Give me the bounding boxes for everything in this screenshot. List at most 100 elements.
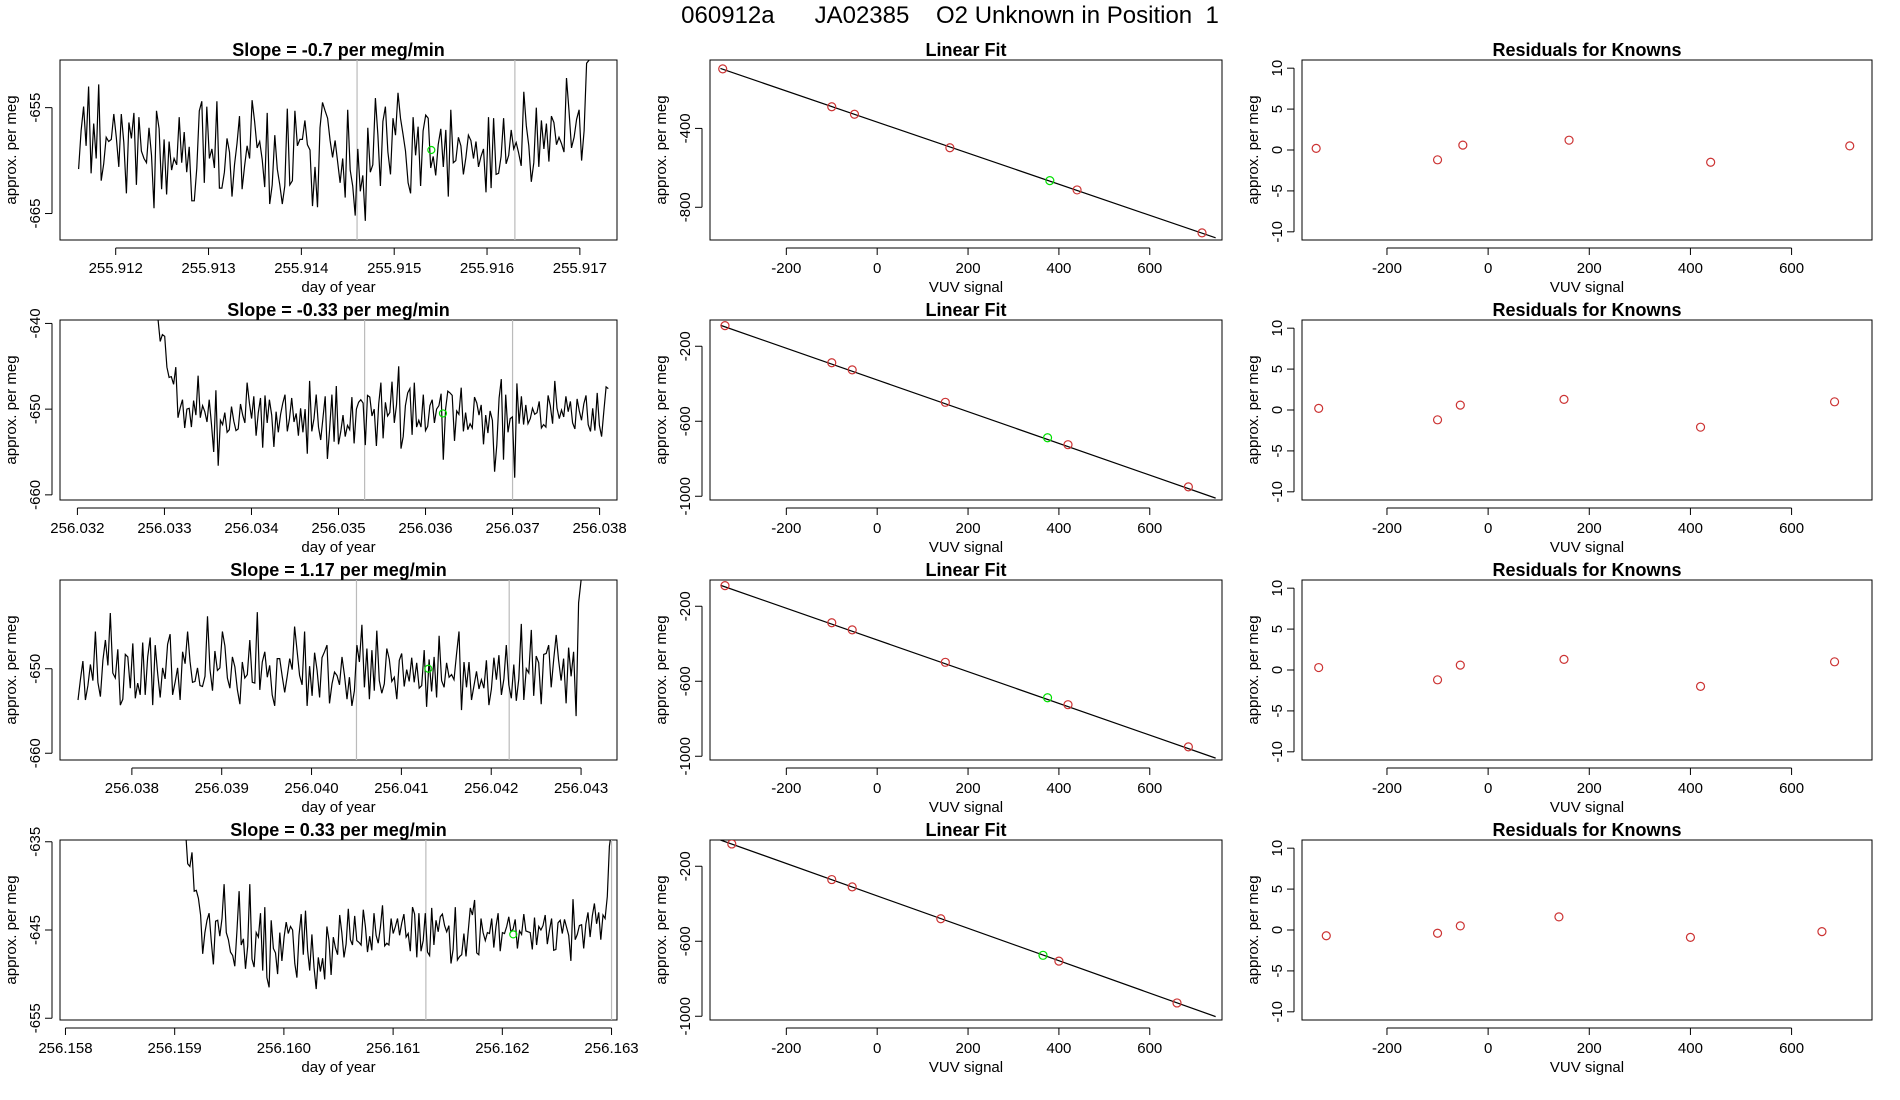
y-tick-label: -200: [677, 591, 694, 621]
x-tick-label: 400: [1678, 520, 1703, 537]
data-point: [827, 358, 837, 368]
x-tick-label: 400: [1046, 780, 1071, 797]
x-axis: -200 0 200 400 600 VUV signal: [1372, 247, 1804, 296]
plot-area: [77, 580, 582, 760]
data-point: [827, 618, 837, 628]
y-tick-label: -645: [27, 915, 44, 945]
x-tick-label: -200: [771, 1040, 801, 1057]
fit-line: [720, 67, 1216, 239]
panel-title: Residuals for Knowns: [1492, 40, 1681, 60]
y-axis-label: approx. per meg: [653, 355, 670, 464]
series-line: [78, 60, 590, 221]
y-tick-label: -200: [677, 331, 694, 361]
data-point: [1063, 440, 1073, 450]
data-point: [1321, 931, 1331, 941]
y-axis: -665 -655 approx. per meg: [3, 93, 53, 229]
data-point: [1183, 742, 1193, 752]
panel-title: Residuals for Knowns: [1492, 300, 1681, 320]
y-tick-label: -200: [677, 851, 694, 881]
x-tick-label: 0: [873, 780, 881, 797]
plot-frame: [709, 59, 1223, 241]
y-tick-label: 10: [1269, 320, 1286, 337]
data-point: [847, 882, 857, 892]
y-tick-label: -400: [677, 113, 694, 143]
data-point: [1845, 141, 1855, 151]
series-line: [77, 580, 582, 717]
x-tick-label: -200: [1372, 260, 1402, 277]
x-tick-label: 256.032: [50, 520, 104, 537]
y-tick-label: -600: [677, 666, 694, 696]
x-tick-label: 256.037: [485, 520, 539, 537]
x-tick-label: 200: [1577, 780, 1602, 797]
x-tick-label: 256.036: [398, 520, 452, 537]
y-axis-label: approx. per meg: [653, 875, 670, 984]
data-point: [940, 657, 950, 667]
x-tick-label: 600: [1779, 520, 1804, 537]
y-tick-label: -1000: [677, 737, 694, 775]
y-axis-label: approx. per meg: [1245, 95, 1262, 204]
x-tick-label: 0: [1484, 780, 1492, 797]
y-axis-label: approx. per meg: [1245, 355, 1262, 464]
y-axis-label: approx. per meg: [1245, 875, 1262, 984]
data-point: [1564, 135, 1574, 145]
x-tick-label: 200: [956, 260, 981, 277]
plot-area: [1314, 654, 1840, 691]
y-axis-label: approx. per meg: [3, 615, 20, 724]
x-tick-label: 200: [1577, 520, 1602, 537]
panel-3-3: Residuals for Knowns -200 0 200 400 600 VUV si…: [1245, 560, 1873, 816]
data-point: [1063, 700, 1073, 710]
x-axis: 256.032 256.033 256.034 256.035 256.036 256.0…: [50, 507, 627, 556]
x-tick-label: 400: [1678, 1040, 1703, 1057]
data-point: [1458, 140, 1468, 150]
x-tick-label: 0: [873, 260, 881, 277]
data-point: [1829, 397, 1840, 407]
x-tick-label: 256.038: [105, 780, 159, 797]
y-axis: -10 -5 0 5 10 approx. per meg: [1245, 60, 1295, 243]
x-axis-label: VUV signal: [1550, 279, 1624, 296]
panel-title: Slope = -0.7 per meg/min: [232, 40, 445, 60]
panel-4-3: Residuals for Knowns -200 0 200 400 600 VUV si…: [1245, 820, 1873, 1076]
y-tick-label: -650: [27, 394, 44, 424]
plot-frame: [1301, 319, 1873, 501]
data-point: [1695, 681, 1706, 691]
x-tick-label: 600: [1137, 260, 1162, 277]
y-tick-label: -600: [677, 406, 694, 436]
unknown-point: [1042, 693, 1053, 703]
plot-frame: [1301, 59, 1873, 241]
y-axis: -1000 -600 -200 approx. per meg: [653, 331, 703, 515]
x-tick-label: 600: [1779, 1040, 1804, 1057]
x-tick-label: 200: [956, 1040, 981, 1057]
y-tick-label: -600: [677, 926, 694, 956]
x-tick-label: 255.913: [181, 260, 235, 277]
panel-title: Linear Fit: [925, 820, 1006, 840]
x-tick-label: -200: [1372, 780, 1402, 797]
x-tick-label: -200: [771, 260, 801, 277]
y-axis: -655 -645 -635 approx. per meg: [3, 827, 53, 1033]
y-axis-label: approx. per meg: [3, 95, 20, 204]
x-tick-label: 256.042: [464, 780, 518, 797]
plot-area: [1314, 394, 1840, 432]
fit-line: [720, 324, 1216, 499]
fit-line: [720, 584, 1216, 759]
x-tick-label: 0: [1484, 1040, 1492, 1057]
panel-1-3: Residuals for Knowns -200 0 200 400 600 VUV si…: [1245, 40, 1873, 296]
x-axis-label: day of year: [301, 799, 375, 816]
data-point: [720, 321, 730, 331]
y-axis: -660 -650 -640 approx. per meg: [3, 308, 53, 510]
plot-frame: [1301, 839, 1873, 1021]
data-point: [1311, 143, 1321, 153]
y-tick-label: 10: [1269, 580, 1286, 597]
data-point: [1172, 998, 1182, 1008]
data-point: [1432, 415, 1443, 425]
x-tick-label: 256.035: [311, 520, 365, 537]
data-point: [1183, 482, 1193, 492]
x-tick-label: 256.038: [572, 520, 626, 537]
panel-title: Linear Fit: [925, 40, 1006, 60]
plot-area: [1321, 912, 1827, 942]
x-tick-label: 255.917: [553, 260, 607, 277]
x-tick-label: 400: [1678, 780, 1703, 797]
y-tick-label: 10: [1269, 840, 1286, 857]
x-axis: -200 0 200 400 600 VUV signal: [771, 247, 1162, 296]
